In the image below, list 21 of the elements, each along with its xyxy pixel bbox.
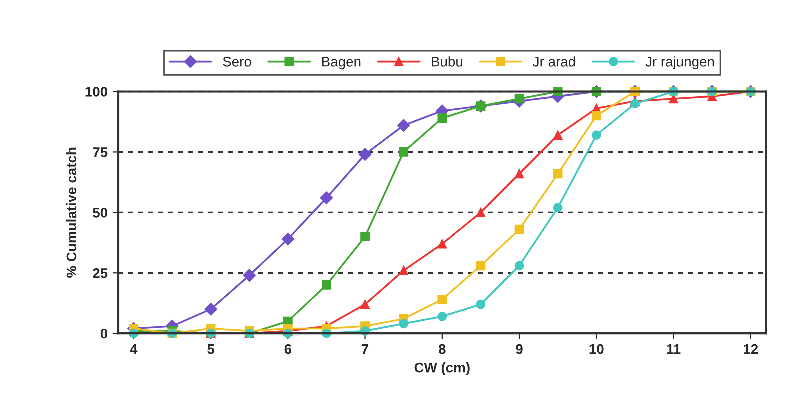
y-tick-label: 25 — [93, 268, 108, 278]
x-tick-label: 6 — [284, 344, 292, 354]
legend-label: Jr arad — [533, 56, 576, 67]
y-tick-label: 0 — [100, 328, 108, 339]
y-tick-label: 50 — [93, 208, 108, 218]
legend-label: Bagen — [322, 57, 361, 70]
y-tick-label: 100 — [86, 87, 108, 97]
x-tick-label: 12 — [744, 344, 758, 354]
x-tick-label: 11 — [667, 344, 681, 354]
x-tick-label: 8 — [438, 344, 446, 354]
x-tick-label: 7 — [362, 344, 369, 354]
y-tick-label: 75 — [93, 148, 108, 158]
x-tick-label: 9 — [516, 344, 523, 354]
legend-label: Jr rajungen — [646, 56, 714, 70]
x-tick-label: 10 — [590, 344, 604, 354]
x-axis-title: CW (cm) — [414, 362, 470, 376]
y-axis-title: % Cumulative catch — [66, 148, 77, 278]
legend-label: Bubu — [432, 56, 462, 67]
x-tick-label: 4 — [130, 344, 138, 354]
x-tick-label: 5 — [208, 344, 215, 354]
legend-label: Sero — [223, 56, 252, 67]
